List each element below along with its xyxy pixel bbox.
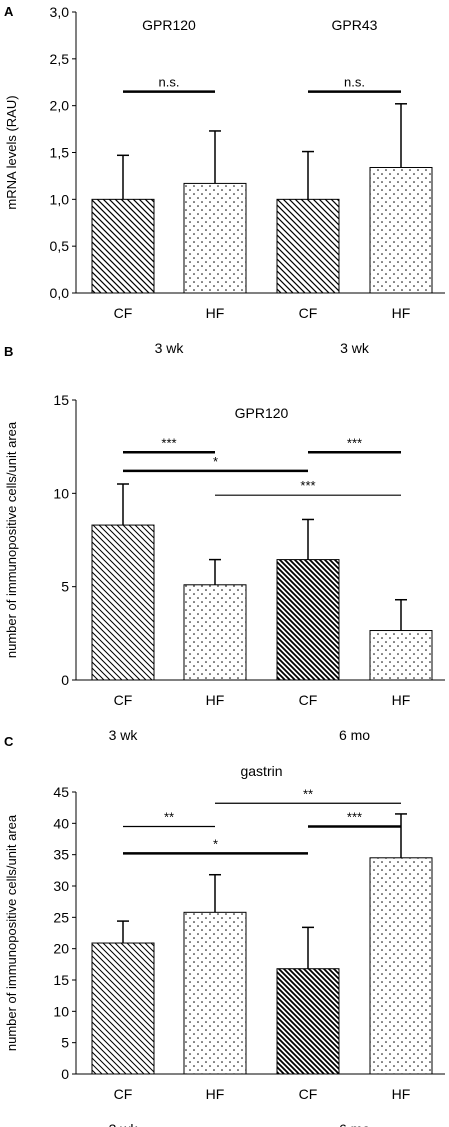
y-tick-label: 5 (61, 579, 69, 595)
panel-label: A (4, 4, 14, 19)
y-tick-label: 0,5 (50, 238, 70, 254)
significance-label: *** (300, 478, 315, 493)
category-label: HF (206, 305, 225, 321)
category-label: HF (206, 1086, 225, 1102)
category-label: HF (392, 305, 411, 321)
category-label: HF (206, 692, 225, 708)
y-tick-label: 0 (61, 1066, 69, 1082)
group-label: 6 mo (339, 1121, 370, 1127)
y-tick-label: 20 (53, 941, 69, 957)
bar (276, 198, 340, 294)
y-tick-label: 0,0 (50, 285, 70, 301)
y-tick-label: 1,0 (50, 191, 70, 207)
y-tick-label: 15 (53, 972, 69, 988)
y-tick-label: 3,0 (50, 4, 70, 20)
y-tick-label: 15 (53, 392, 69, 408)
bar (183, 182, 247, 294)
group-label: 3 wk (155, 340, 185, 356)
y-tick-label: 2,5 (50, 51, 70, 67)
chart-title: GPR120 (235, 405, 289, 421)
significance-label: * (213, 836, 218, 851)
y-tick-label: 5 (61, 1035, 69, 1051)
bar (183, 911, 247, 1075)
y-tick-label: 2,0 (50, 98, 70, 114)
y-tick-label: 30 (53, 878, 69, 894)
group-label: 3 wk (340, 340, 370, 356)
y-tick-label: 10 (53, 485, 69, 501)
category-label: CF (299, 305, 318, 321)
bar (369, 857, 433, 1075)
chart-title: gastrin (240, 763, 282, 779)
significance-label: *** (347, 435, 362, 450)
category-label: CF (299, 1086, 318, 1102)
group-label: 6 mo (339, 727, 370, 743)
category-label: CF (114, 1086, 133, 1102)
y-tick-label: 40 (53, 815, 69, 831)
y-tick-label: 1,5 (50, 145, 70, 161)
y-tick-label: 45 (53, 784, 69, 800)
category-label: CF (114, 692, 133, 708)
bar (276, 559, 340, 681)
y-tick-label: 35 (53, 847, 69, 863)
bar (276, 968, 340, 1075)
y-axis-label: number of immunopositive cells/unit area (4, 814, 19, 1051)
bar (91, 524, 155, 681)
significance-label: * (213, 454, 218, 469)
panel-label: C (4, 734, 14, 749)
significance-label: ** (303, 786, 313, 801)
bar (91, 942, 155, 1075)
y-axis-label: number of immunopositive cells/unit area (4, 421, 19, 658)
category-label: HF (392, 1086, 411, 1102)
y-tick-label: 10 (53, 1003, 69, 1019)
significance-label: n.s. (159, 75, 180, 90)
y-tick-label: 0 (61, 672, 69, 688)
bar (369, 166, 433, 294)
category-label: CF (114, 305, 133, 321)
significance-label: *** (161, 435, 176, 450)
significance-label: *** (347, 809, 362, 824)
group-label: 3 wk (109, 1121, 139, 1127)
group-label: 3 wk (109, 727, 139, 743)
bar (91, 198, 155, 294)
bar (183, 584, 247, 681)
bar (369, 630, 433, 681)
significance-label: ** (164, 809, 174, 824)
category-label: HF (392, 692, 411, 708)
panel-label: B (4, 344, 13, 359)
y-axis-label: mRNA levels (RAU) (4, 95, 19, 209)
chart-title: GPR43 (332, 17, 378, 33)
chart-title: GPR120 (142, 17, 196, 33)
category-label: CF (299, 692, 318, 708)
y-tick-label: 25 (53, 909, 69, 925)
significance-label: n.s. (344, 75, 365, 90)
